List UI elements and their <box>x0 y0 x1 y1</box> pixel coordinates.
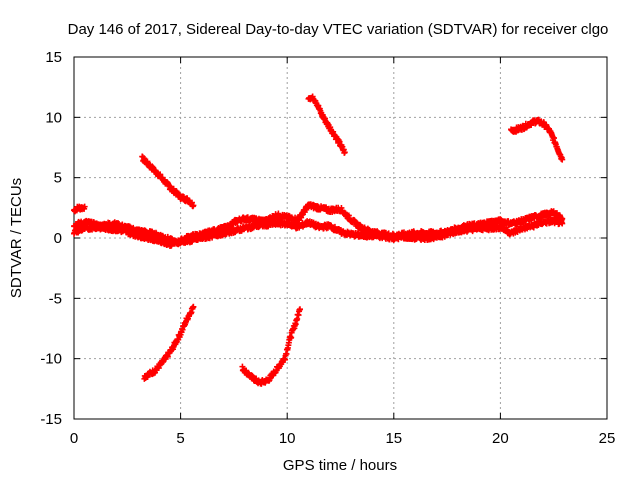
series-arc-3.3h-neg <box>141 303 197 382</box>
x-tick-label: 10 <box>279 430 296 447</box>
x-tick-label: 0 <box>70 430 78 447</box>
y-axis-label: SDTVAR / TECUs <box>8 178 25 298</box>
y-tick-labels: -15 -10 -5 0 5 10 15 <box>40 49 62 428</box>
data-point <box>559 156 566 163</box>
y-tick-label: 15 <box>45 49 62 66</box>
y-tick-label: 0 <box>54 230 62 247</box>
y-tick-label: -5 <box>49 290 62 307</box>
series-arc-0.0h <box>71 203 88 215</box>
series-band-lower <box>71 216 566 249</box>
data-markers <box>71 93 566 387</box>
x-tick-label: 15 <box>385 430 402 447</box>
y-tick-label: -15 <box>40 411 62 428</box>
series-arc-3.2h <box>139 153 197 210</box>
axis-ticks <box>73 56 608 420</box>
y-tick-label: -10 <box>40 351 62 368</box>
x-tick-labels: 0 5 10 15 20 25 <box>70 430 616 447</box>
data-point <box>81 203 88 210</box>
x-tick-label: 5 <box>176 430 184 447</box>
data-point <box>341 149 348 156</box>
series-arc-11.0h <box>305 93 348 156</box>
data-point <box>190 202 197 209</box>
series-arc-7.9h <box>239 306 303 387</box>
data-point <box>559 220 566 227</box>
x-tick-label: 20 <box>492 430 509 447</box>
series-arc-20.5h <box>508 116 566 163</box>
data-point <box>190 303 197 310</box>
y-tick-label: 5 <box>54 170 62 187</box>
data-point <box>296 306 303 313</box>
y-tick-label: 10 <box>45 109 62 126</box>
x-tick-label: 25 <box>599 430 616 447</box>
chart-title: Day 146 of 2017, Sidereal Day-to-day VTE… <box>68 21 609 38</box>
x-axis-label: GPS time / hours <box>283 457 397 474</box>
